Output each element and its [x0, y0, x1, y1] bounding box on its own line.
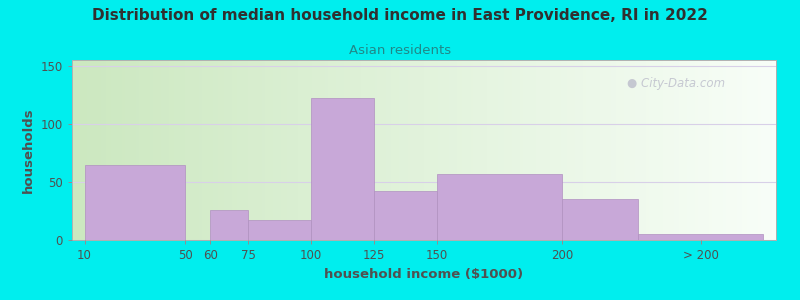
Text: ● City-Data.com: ● City-Data.com	[627, 77, 725, 91]
Bar	[248, 220, 311, 240]
Bar	[437, 174, 562, 240]
Bar	[638, 234, 763, 240]
Bar	[562, 200, 638, 240]
Bar	[374, 191, 437, 240]
Bar	[210, 210, 248, 240]
X-axis label: household income ($1000): household income ($1000)	[325, 268, 523, 281]
Bar	[85, 164, 185, 240]
Text: Distribution of median household income in East Providence, RI in 2022: Distribution of median household income …	[92, 8, 708, 22]
Bar	[311, 98, 374, 240]
Text: Asian residents: Asian residents	[349, 44, 451, 56]
Y-axis label: households: households	[22, 107, 35, 193]
